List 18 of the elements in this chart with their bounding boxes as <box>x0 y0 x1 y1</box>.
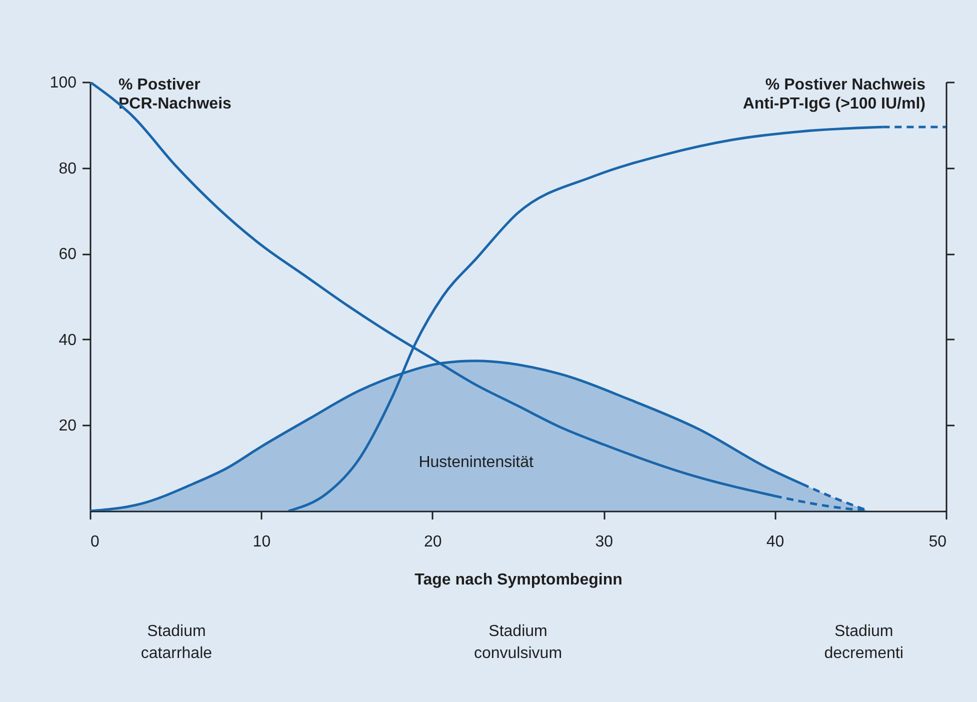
x-tick-label: 20 <box>424 534 442 550</box>
y-tick-label: 80 <box>58 160 77 178</box>
text: Stadium convulsivum <box>474 623 562 662</box>
x-tick-label: 10 <box>252 534 271 550</box>
y-axis-title: % Postiver PCR-Nachweis <box>118 76 232 112</box>
x-tick-label: 50 <box>928 534 947 550</box>
x-axis-title: Tage nach Symptombeginn <box>414 572 622 588</box>
x-tick-label: 40 <box>766 534 784 550</box>
text: Stadium catarrhale <box>140 623 212 662</box>
annotation: Hustenintensität <box>418 454 534 471</box>
y-tick-label: 100 <box>50 74 77 92</box>
x-tick-label: 30 <box>595 534 614 550</box>
x-tick-label: 0 <box>90 534 100 550</box>
text: Stadium decrementi <box>824 623 904 662</box>
y2-axis-title: % Postiver Nachweis Anti-PT-IgG (>100 IU/ml) <box>742 76 926 112</box>
y-tick-label: 20 <box>58 418 77 435</box>
y-tick-label: 60 <box>58 246 77 264</box>
y-tick-label: 40 <box>58 332 77 349</box>
